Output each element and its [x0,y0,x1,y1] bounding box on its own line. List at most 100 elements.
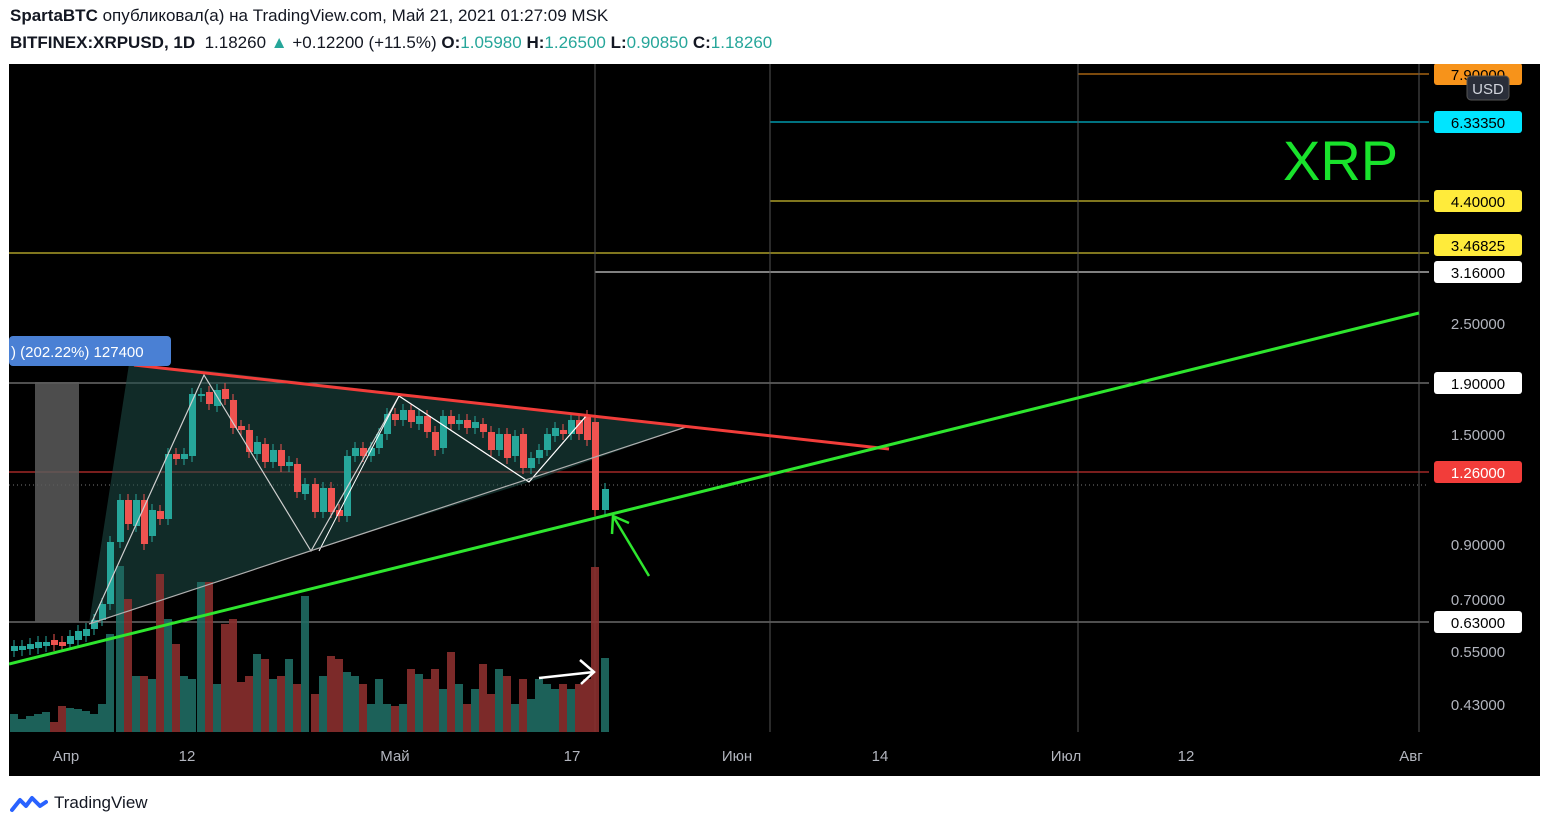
volume-bar [116,566,124,732]
measure-label[interactable]: ) (202.22%) 127400 [9,336,171,366]
volume-bar [359,684,367,732]
volume-bar [74,709,82,732]
currency-label: USD [1472,81,1504,98]
price-tag[interactable]: 6.33350 [1434,111,1522,133]
price-axis[interactable]: 2.50000 1.50000 0.90000 0.70000 0.55000 0.430… [1451,316,1505,714]
footer-brand: TradingView [54,793,148,812]
price-tag[interactable]: 1.26000 [1434,461,1522,483]
volume-bar [156,574,164,732]
price-axis-label: 0.70000 [1451,592,1505,609]
low-label: L: [610,33,627,52]
time-axis-label: Авг [1399,748,1423,765]
volume-bar [98,704,106,732]
candle-body [560,430,567,434]
price-tag[interactable]: 4.40000 [1434,190,1522,212]
volume-bar [591,567,599,732]
volume-bar [423,679,431,732]
tradingview-logo-icon [10,796,48,812]
volume-bar [205,582,213,732]
last-price: 1.18260 [204,33,267,52]
candle-body [448,416,455,424]
price-tag[interactable]: 3.46825 [1434,234,1522,256]
candle-body [141,500,148,544]
volume-bar [180,676,188,732]
candle-body [83,629,90,636]
candle-body [286,462,293,466]
volume-bar [66,708,74,732]
price-tag[interactable]: 3.16000 [1434,261,1522,283]
author-name[interactable]: SpartaBTC [10,6,98,25]
price-tag[interactable]: 1.90000 [1434,372,1522,394]
price-axis-label: 2.50000 [1451,316,1505,333]
support-trendline[interactable] [9,311,1420,666]
candle-body [432,432,439,450]
volume-bar [124,599,132,732]
footer[interactable]: TradingView [10,790,148,816]
candle-body [336,510,343,516]
volume-bar [301,596,309,732]
candle-body [43,642,50,646]
chart-canvas[interactable]: 2.50000 1.50000 0.90000 0.70000 0.55000 0.430… [9,64,1540,776]
candle-body [592,422,599,510]
symbol-info: BITFINEX:XRPUSD, 1D 1.18260 ▲ +0.12200 (… [10,33,772,53]
chart-area[interactable]: 2.50000 1.50000 0.90000 0.70000 0.55000 0.430… [9,64,1540,776]
candle-body [99,604,106,620]
close-value: 1.18260 [710,33,773,52]
published-text: опубликовал(а) на TradingView.com, Май 2… [102,6,609,25]
volume-bar [132,676,140,732]
price-tag[interactable]: 0.63000 [1434,611,1522,633]
candle-body [35,642,42,648]
volume-bar [319,676,327,732]
candle-body [528,458,535,468]
candle-body [157,511,164,519]
volume-bar [229,619,237,732]
price-tag-label: 3.16000 [1451,265,1505,282]
open-label: O: [441,33,461,52]
volume-bar [90,714,98,732]
volume-bar [34,714,42,732]
time-axis-label: 12 [179,748,196,765]
candle-body [400,410,407,420]
candle-body [512,436,519,456]
volume-bar [335,659,343,732]
candle-body [125,500,132,524]
open-value: 1.05980 [460,33,522,52]
time-axis[interactable]: Апр 12 Май 17 Июн 14 Июл 12 Авг [53,748,1423,765]
volume-bar [164,619,172,732]
candle-body [133,500,140,526]
volume-bar [213,684,221,732]
volume-bar [463,704,471,732]
volume-bar [455,684,463,732]
candle-body [602,489,609,510]
candle-body [368,448,375,456]
price-tags[interactable]: 7.900006.333504.400003.468253.160001.900… [1434,64,1522,633]
volume-bar [58,706,66,732]
currency-badge[interactable]: USD [1466,75,1510,101]
symbol-name: BITFINEX:XRPUSD, 1D [10,33,196,52]
volume-bar [567,689,575,732]
volume-bar [285,659,293,732]
volume-bar [415,674,423,732]
high-value: 1.26500 [544,33,606,52]
candle-body [181,454,188,459]
candle-body [59,642,66,646]
candle-body [262,444,269,462]
volume-bar [10,714,18,732]
volume-bar [431,669,439,732]
measure-box[interactable] [35,382,79,622]
price-change: +0.12200 (+11.5%) [292,33,437,52]
price-axis-label: 1.50000 [1451,427,1505,444]
candle-body [376,434,383,448]
volume-bar [277,676,285,732]
resistance-trendline[interactable] [133,363,890,451]
time-axis-label: Апр [53,748,79,765]
volume-bar [253,654,261,732]
candle-body [576,420,583,434]
candle-body [488,432,495,450]
candle-body [198,394,205,396]
volume-bar [82,711,90,732]
triangle-lower-line[interactable] [88,425,690,625]
close-label: C: [692,33,711,52]
volume-bar [527,699,535,732]
volume-bar [495,669,503,732]
